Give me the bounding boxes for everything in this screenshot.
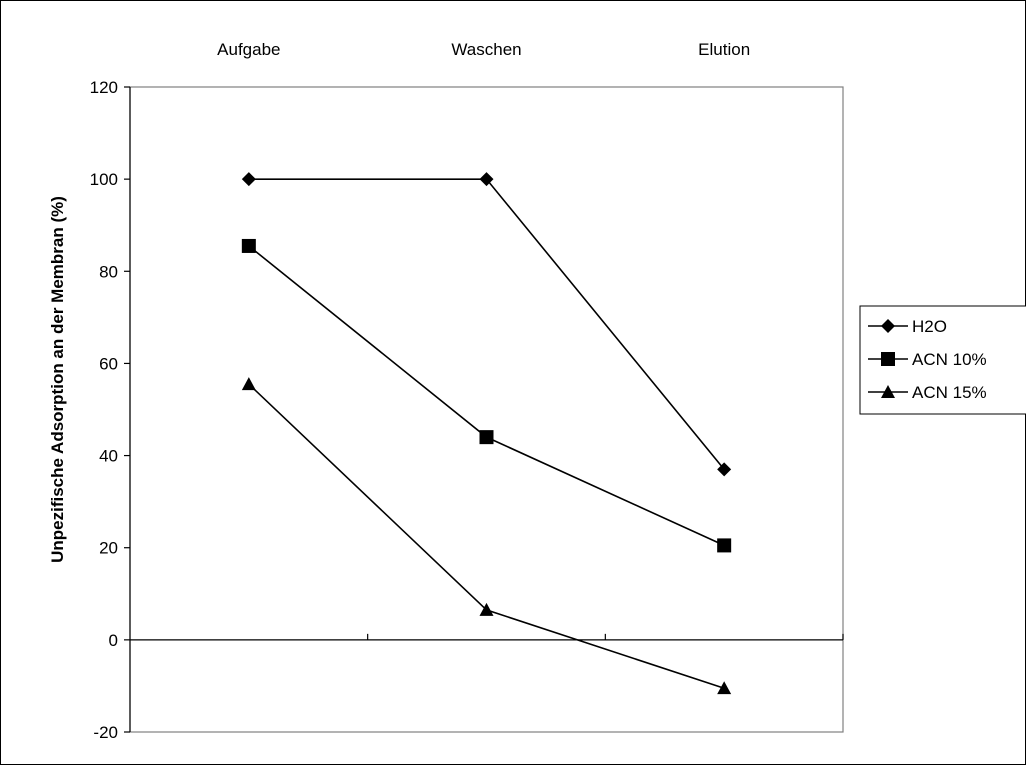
- series-layer: [241, 172, 732, 695]
- category-label: Aufgabe: [217, 40, 280, 59]
- series-1: [241, 172, 732, 477]
- triangle-marker: [479, 602, 494, 616]
- square-marker: [717, 538, 732, 553]
- category-label: Elution: [698, 40, 750, 59]
- triangle-marker: [241, 377, 256, 391]
- legend-label: ACN 15%: [912, 383, 987, 402]
- legend-square-marker: [881, 352, 895, 366]
- series-3: [241, 377, 732, 695]
- square-marker: [479, 430, 494, 445]
- diamond-marker: [717, 462, 732, 477]
- y-tick-label: 80: [99, 262, 118, 281]
- legend-diamond-marker: [881, 319, 895, 333]
- legend-item: ACN 15%: [868, 383, 987, 402]
- series-2: [241, 238, 732, 553]
- diamond-marker: [241, 172, 256, 187]
- triangle-marker: [717, 681, 732, 695]
- y-tick-label: 40: [99, 447, 118, 466]
- y-tick-label: 60: [99, 354, 118, 373]
- legend-label: ACN 10%: [912, 350, 987, 369]
- legend-triangle-marker: [881, 385, 895, 398]
- y-tick-label: -20: [93, 723, 118, 742]
- legend: H2O ACN 10% ACN 15%: [859, 305, 1026, 415]
- legend-label: H2O: [912, 317, 947, 336]
- y-tick-label: 0: [109, 631, 118, 650]
- y-tick-label: 100: [90, 170, 118, 189]
- y-tick-label: 120: [90, 78, 118, 97]
- legend-item: H2O: [868, 317, 947, 336]
- axes: -20 0 20 40 60 80 100 120 Aufgabe Waschen Elution: [90, 40, 844, 742]
- y-tick-label: 20: [99, 539, 118, 558]
- square-marker: [241, 238, 256, 253]
- category-label: Waschen: [451, 40, 521, 59]
- diamond-marker: [479, 172, 494, 187]
- legend-item: ACN 10%: [868, 350, 987, 369]
- y-axis-title: Unpezifische Adsorption an der Membran (…: [48, 196, 67, 563]
